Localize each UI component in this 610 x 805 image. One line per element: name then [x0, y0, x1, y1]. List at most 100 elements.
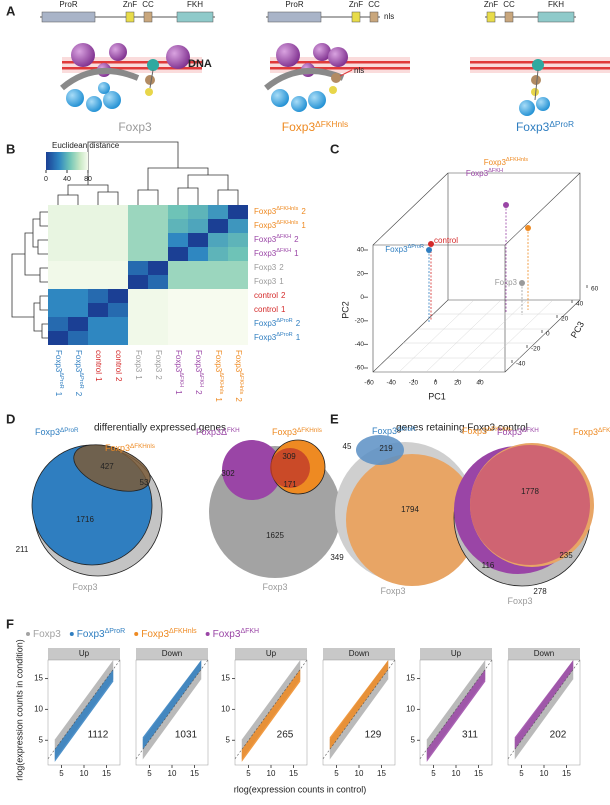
- heatmap-cell: [208, 317, 228, 331]
- identity-line: [322, 659, 396, 760]
- venn-set: [346, 454, 478, 586]
- heatmap-cell: [188, 233, 208, 247]
- label-base: Foxp3: [154, 350, 163, 373]
- tick-label: 20: [454, 380, 462, 387]
- label-base: Foxp3: [54, 350, 63, 373]
- legend-entry: Foxp3ΔFKHnls: [141, 628, 197, 640]
- label-base: Foxp3: [254, 235, 277, 244]
- x-tick-label: 5: [519, 769, 524, 778]
- x-tick-label: 5: [431, 769, 436, 778]
- label-base: Foxp3: [213, 629, 241, 640]
- label-rep: 2: [154, 375, 163, 380]
- label-rep: 2: [281, 291, 286, 300]
- venn-count: 1716: [76, 515, 94, 524]
- heatmap-cell: [68, 261, 88, 275]
- label-sup: ΔFKHnls: [276, 206, 298, 212]
- venn-count: 1794: [401, 505, 419, 514]
- panel-letter: A: [6, 3, 16, 18]
- y-tick-label: 5: [226, 735, 231, 744]
- heatmap-cell: [88, 261, 108, 275]
- set-label: Foxp3: [507, 596, 532, 606]
- point-label: control: [434, 236, 458, 245]
- facet-strip: [420, 648, 492, 660]
- heatmap-cell: [228, 247, 248, 261]
- label-sup: ΔFKH: [276, 248, 291, 254]
- label-sup: ΔFKH: [522, 427, 539, 434]
- label-sup: ΔFKHnls: [506, 157, 528, 163]
- label-rep: 1: [174, 390, 183, 395]
- identity-line: [47, 659, 121, 760]
- domain: [143, 11, 153, 23]
- legend-entry: Foxp3: [33, 629, 61, 640]
- row-label: Foxp3ΔProR 2: [254, 318, 301, 328]
- set-label: Foxp3ΔFKHnls: [462, 426, 512, 437]
- tick-label: -40: [386, 380, 396, 387]
- tick-label: -60: [364, 380, 374, 387]
- facet-title: Down: [162, 649, 182, 658]
- heatmap-cell: [108, 317, 128, 331]
- heatmap-cell: [48, 205, 68, 219]
- pca-point: [428, 241, 434, 247]
- heatmap-cell: [128, 233, 148, 247]
- heatmap-cell: [88, 317, 108, 331]
- label-rep: 1: [279, 277, 284, 286]
- heatmap-cell: [148, 261, 168, 275]
- heatmap-cell: [168, 219, 188, 233]
- x-tick-label: 15: [190, 769, 199, 778]
- pca-point: [426, 247, 432, 253]
- heatmap-cell: [68, 317, 88, 331]
- heatmap-cell: [48, 219, 68, 233]
- x-tick-label: 5: [334, 769, 339, 778]
- domain: [537, 11, 575, 23]
- construct-name: Foxp3ΔProR: [516, 119, 574, 134]
- colorbar-label: 40: [63, 176, 71, 183]
- y-tick-label: 10: [34, 705, 43, 714]
- facet-title: Up: [451, 649, 462, 658]
- set-label: Foxp3ΔFKH: [497, 427, 539, 438]
- x-tick-label: 10: [540, 769, 549, 778]
- label-base: Foxp3: [72, 582, 97, 592]
- dna-label: DNA: [188, 58, 212, 70]
- heatmap-cell: [68, 219, 88, 233]
- x-tick-label: 10: [452, 769, 461, 778]
- x-tick-label: 5: [59, 769, 64, 778]
- tick-label: -40: [355, 341, 365, 348]
- label-sup: ΔProR: [58, 372, 64, 388]
- legend-title: Euclidean distance: [52, 141, 120, 150]
- venn-count: 116: [482, 561, 495, 570]
- label-sup: ΔProR: [105, 628, 126, 635]
- colorbar-label: 80: [84, 176, 92, 183]
- label-rep: 2: [194, 390, 203, 395]
- label-sup: ΔFKHnls: [487, 426, 512, 433]
- heatmap-cell: [188, 331, 208, 345]
- heatmap-cell: [228, 331, 248, 345]
- set-label: Foxp3ΔProR: [35, 427, 79, 438]
- point-label: Foxp3ΔFKHnls: [484, 157, 529, 167]
- heatmap-cell: [88, 289, 108, 303]
- venn-count: 171: [283, 480, 297, 489]
- heatmap-cell: [148, 289, 168, 303]
- label-base: Foxp3: [466, 169, 489, 178]
- x-axis-label: rlog(expression counts in control): [234, 784, 367, 794]
- label-rep: 2: [301, 207, 306, 216]
- heatmap-cell: [188, 303, 208, 317]
- set-label: Foxp3: [72, 582, 97, 592]
- point-cloud: [514, 660, 574, 750]
- venn-set: [270, 448, 310, 488]
- heatmap-cell: [208, 261, 228, 275]
- label-rep: 2: [114, 377, 123, 382]
- axis-label: PC1: [428, 391, 446, 401]
- column-label: Foxp3ΔFKHnls 1: [214, 350, 224, 402]
- tick-label: -20: [409, 380, 419, 387]
- count-label: 1031: [175, 730, 198, 741]
- label-base: Foxp3: [507, 596, 532, 606]
- row-label: Foxp3ΔFKH 2: [254, 234, 299, 244]
- count-label: 1112: [88, 730, 109, 741]
- domain: [504, 11, 514, 23]
- heatmap-cell: [88, 247, 108, 261]
- heatmap-cell: [68, 247, 88, 261]
- tick-label: 0: [434, 380, 438, 387]
- heatmap-cell: [188, 275, 208, 289]
- venn-count: 235: [559, 551, 573, 560]
- domain-label: ZnF: [484, 0, 498, 9]
